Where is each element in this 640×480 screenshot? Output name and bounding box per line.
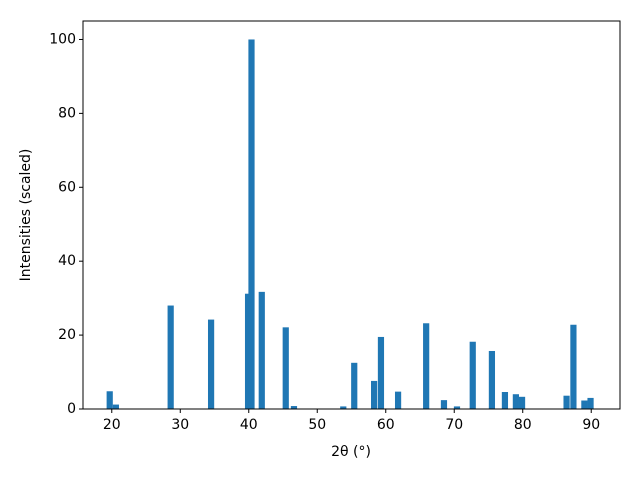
bar: [469, 341, 476, 409]
bar: [112, 404, 119, 409]
x-axis-label: 2θ (°): [331, 444, 371, 460]
bar: [248, 39, 255, 409]
bar: [512, 394, 519, 409]
bar: [563, 395, 570, 409]
x-tick-label: 20: [103, 417, 121, 433]
y-tick-label: 0: [67, 401, 76, 417]
bar: [371, 380, 378, 409]
y-tick-label: 40: [58, 253, 76, 269]
x-tick-label: 90: [582, 417, 600, 433]
bar: [587, 397, 594, 409]
bar: [570, 324, 577, 409]
x-tick-label: 40: [240, 417, 258, 433]
bar: [351, 362, 358, 409]
x-tick-label: 60: [377, 417, 395, 433]
bar: [423, 323, 430, 409]
bar: [282, 327, 289, 409]
bar: [207, 319, 215, 409]
bar: [394, 391, 402, 409]
bar: [581, 400, 588, 409]
bar: [290, 406, 298, 409]
bar: [453, 406, 461, 409]
y-tick-label: 100: [49, 31, 76, 47]
bar: [106, 391, 113, 409]
bar: [501, 392, 509, 409]
bar: [340, 406, 347, 409]
bar: [244, 293, 252, 409]
x-tick-label: 30: [171, 417, 189, 433]
y-tick-label: 80: [58, 105, 76, 121]
y-tick-label: 60: [58, 179, 76, 195]
bar: [440, 400, 448, 409]
x-tick-label: 80: [514, 417, 532, 433]
plot-frame: [82, 20, 621, 410]
bar: [377, 336, 385, 409]
bar: [518, 396, 526, 409]
x-tick-label: 70: [445, 417, 463, 433]
bar: [258, 291, 265, 409]
bar: [488, 350, 496, 409]
x-tick-label: 50: [308, 417, 326, 433]
y-axis-label: Intensities (scaled): [18, 149, 34, 282]
bar: [167, 305, 174, 409]
y-tick-label: 20: [58, 327, 76, 343]
